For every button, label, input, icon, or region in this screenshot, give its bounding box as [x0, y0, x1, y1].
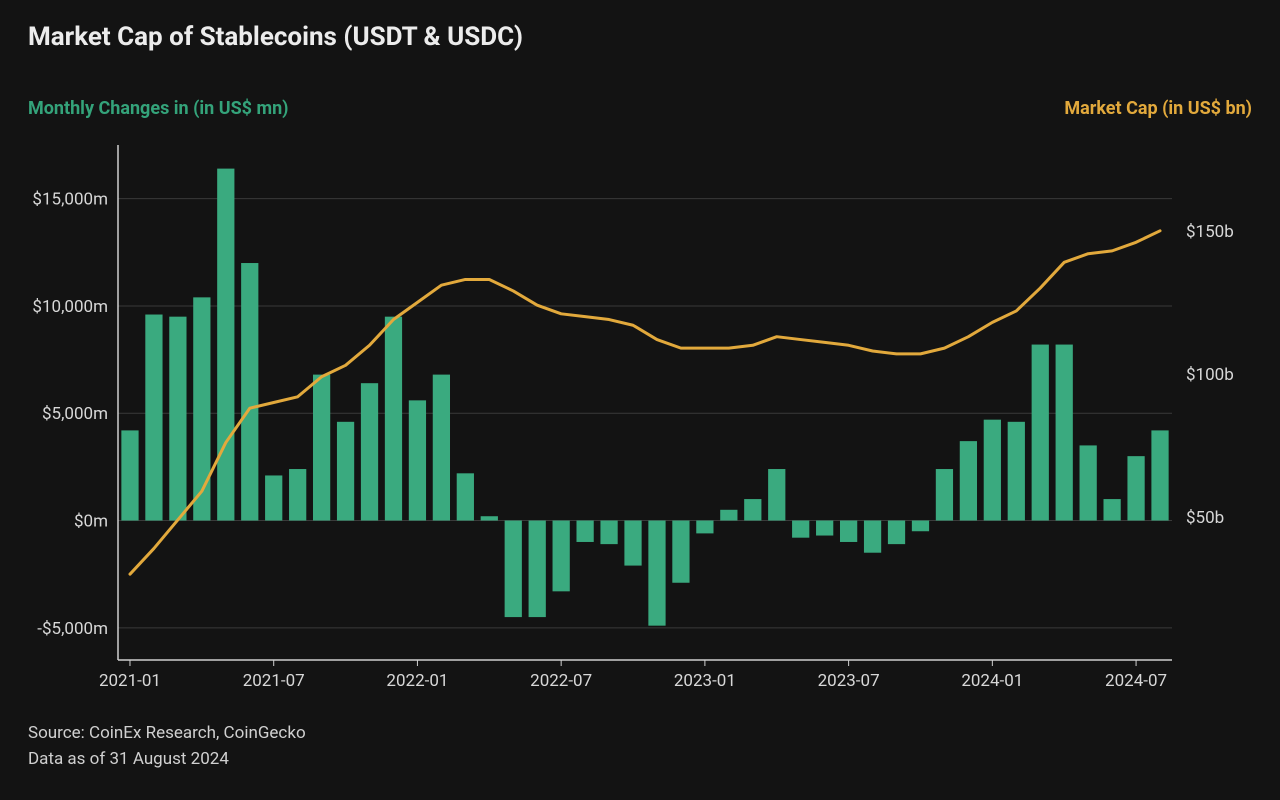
source-line: Source: CoinEx Research, CoinGecko	[28, 721, 306, 747]
chart-plot-area: -$5,000m $0m $5,000m $10,000m $15,000m $50b $1…	[28, 135, 1252, 700]
bar	[1080, 445, 1097, 520]
bar	[720, 510, 737, 521]
bar	[409, 400, 426, 520]
bar	[672, 521, 689, 583]
market-cap-line	[130, 231, 1160, 574]
x-tick-label: 2021-07	[243, 671, 305, 691]
bar	[1151, 430, 1168, 520]
bar	[624, 521, 641, 566]
bar	[1032, 345, 1049, 521]
bar	[816, 521, 833, 536]
bar	[457, 473, 474, 520]
bar	[696, 521, 713, 534]
x-tick-label: 2023-07	[818, 671, 880, 691]
bar	[1056, 345, 1073, 521]
x-tick-label: 2021-01	[99, 671, 161, 691]
x-tick-label: 2022-01	[386, 671, 448, 691]
bar	[169, 317, 186, 521]
chart-footer: Source: CoinEx Research, CoinGecko Data …	[28, 721, 306, 772]
bar	[217, 169, 234, 521]
legend-monthly-changes: Monthly Changes in (in US$ mn)	[28, 98, 288, 119]
bar	[840, 521, 857, 542]
bar	[1008, 422, 1025, 521]
bar	[648, 521, 665, 626]
bar	[960, 441, 977, 520]
bar	[864, 521, 881, 553]
bar	[337, 422, 354, 521]
y-left-tick-label: $15,000m	[32, 190, 108, 210]
bar	[912, 521, 929, 532]
bar	[744, 499, 761, 520]
legend-market-cap: Market Cap (in US$ bn)	[1064, 98, 1252, 119]
y-left-tick-label: -$5,000m	[37, 619, 108, 639]
x-tick-label: 2024-01	[961, 671, 1023, 691]
x-tick-label: 2022-07	[530, 671, 592, 691]
y-right-tick-label: $150b	[1186, 222, 1234, 242]
bar	[1103, 499, 1120, 520]
bar	[553, 521, 570, 592]
y-right-tick-label: $100b	[1186, 365, 1234, 385]
bar	[984, 420, 1001, 521]
y-right-tick-label: $50b	[1186, 508, 1224, 528]
bar	[576, 521, 593, 542]
bar	[768, 469, 785, 521]
bar	[888, 521, 905, 545]
bar	[792, 521, 809, 538]
x-tick-label: 2024-07	[1105, 671, 1167, 691]
bar	[600, 521, 617, 545]
chart-title: Market Cap of Stablecoins (USDT & USDC)	[28, 22, 523, 52]
bar	[1127, 456, 1144, 520]
bar	[361, 383, 378, 520]
bar	[385, 317, 402, 521]
y-left-tick-label: $0m	[74, 512, 108, 532]
bar	[481, 516, 498, 520]
bar	[433, 375, 450, 521]
bar	[121, 430, 138, 520]
bar	[265, 475, 282, 520]
bar	[241, 263, 258, 521]
bar	[145, 315, 162, 521]
x-tick-label: 2023-01	[674, 671, 736, 691]
y-left-tick-label: $10,000m	[32, 297, 108, 317]
bar	[289, 469, 306, 521]
data-asof-line: Data as of 31 August 2024	[28, 747, 306, 773]
bar	[505, 521, 522, 618]
chart-svg: -$5,000m $0m $5,000m $10,000m $15,000m $50b $1…	[28, 135, 1252, 700]
bar	[529, 521, 546, 618]
bar	[936, 469, 953, 521]
bar	[313, 375, 330, 521]
bar	[193, 297, 210, 520]
y-left-tick-label: $5,000m	[42, 404, 108, 424]
